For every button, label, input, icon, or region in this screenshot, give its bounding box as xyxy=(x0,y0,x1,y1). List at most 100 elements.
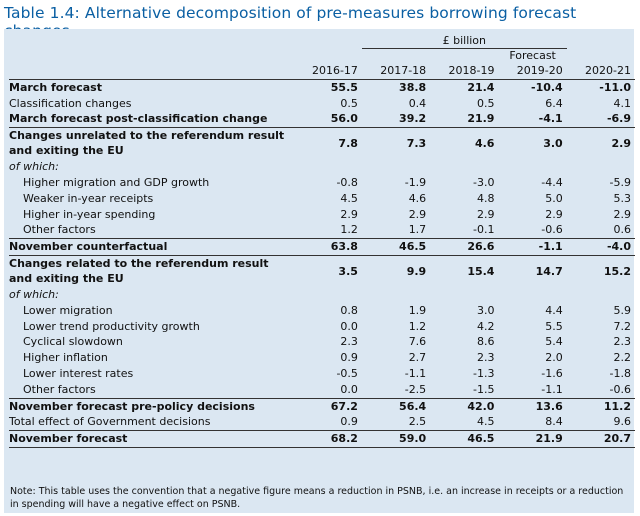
row-label: November forecast pre-policy decisions xyxy=(9,399,255,413)
row-label: Changes unrelated to the referendum resu… xyxy=(9,129,285,158)
table-row: Weaker in-year receipts 4.5 4.6 4.8 5.0 … xyxy=(9,191,635,207)
cell: 0.0 xyxy=(340,319,358,333)
cell: -0.8 xyxy=(336,175,358,189)
row-label: Higher in-year spending xyxy=(23,207,156,221)
cell: 2.9 xyxy=(476,207,495,221)
cell: 2.9 xyxy=(613,207,632,221)
cell: 5.5 xyxy=(545,319,563,333)
cell: 21.4 xyxy=(467,80,495,94)
cell: -4.1 xyxy=(498,111,567,129)
cell: 1.9 xyxy=(408,303,427,317)
cell: -1.8 xyxy=(609,366,631,380)
cell: 2.9 xyxy=(545,207,563,221)
cell: 14.7 xyxy=(535,264,563,278)
cell: -1.3 xyxy=(472,366,495,380)
cell: 2.7 xyxy=(408,351,427,365)
cell: 67.2 xyxy=(330,399,358,413)
table-row: Lower trend productivity growth 0.0 1.2 … xyxy=(9,319,635,335)
cell: 2.9 xyxy=(408,207,427,221)
table-row: Changes related to the referendum result… xyxy=(9,255,635,287)
cell: 2.0 xyxy=(545,351,563,365)
cell: -11.0 xyxy=(599,80,631,94)
year-header-row: 2016-17 2017-18 2018-19 2019-20 2020-21 xyxy=(9,63,635,80)
cell: 39.2 xyxy=(361,111,431,129)
row-label: of which: xyxy=(9,160,59,174)
cell: 59.0 xyxy=(361,430,431,448)
cell: 5.4 xyxy=(545,335,563,349)
row-label: Classification changes xyxy=(9,96,132,110)
row-label: March forecast xyxy=(9,80,102,94)
cell: 21.9 xyxy=(430,111,499,129)
year-header: 2020-21 xyxy=(566,63,635,80)
cell: 38.8 xyxy=(399,80,427,94)
cell: -0.5 xyxy=(336,366,358,380)
row-label: Lower migration xyxy=(23,303,113,317)
table-row: Higher migration and GDP growth -0.8 -1.… xyxy=(9,175,635,191)
unit-label: £ billion xyxy=(361,34,567,49)
cell: 1.7 xyxy=(361,222,431,240)
cell: -6.9 xyxy=(566,111,635,129)
row-label: Lower interest rates xyxy=(23,366,134,380)
cell: 4.8 xyxy=(476,191,495,205)
table-row: March forecast 55.5 38.8 21.4 -10.4 -11.… xyxy=(9,79,635,95)
cell: 1.2 xyxy=(293,222,362,240)
cell: 0.4 xyxy=(408,96,427,110)
cell: 20.7 xyxy=(566,430,635,448)
cell: 2.3 xyxy=(613,335,632,349)
cell: 4.4 xyxy=(545,303,563,317)
cell: 4.6 xyxy=(408,191,427,205)
cell: 8.6 xyxy=(476,335,495,349)
cell: -2.5 xyxy=(361,381,431,399)
cell: 0.0 xyxy=(293,381,362,399)
cell: 68.2 xyxy=(293,430,362,448)
cell: 3.5 xyxy=(338,264,358,278)
cell: 15.4 xyxy=(467,264,495,278)
row-label: Weaker in-year receipts xyxy=(23,191,154,205)
row-label: Changes related to the referendum result… xyxy=(9,256,269,285)
cell: 4.1 xyxy=(613,96,632,110)
cell: 9.6 xyxy=(566,414,635,432)
cell: -1.1 xyxy=(498,381,567,399)
table-row: Lower migration 0.8 1.9 3.0 4.4 5.9 xyxy=(9,303,635,319)
cell: 2.3 xyxy=(476,351,495,365)
cell: 7.2 xyxy=(613,319,632,333)
header-forecast-row: Forecast xyxy=(9,49,635,64)
cell: -5.9 xyxy=(609,175,631,189)
cell: -0.1 xyxy=(430,222,499,240)
cell: 7.6 xyxy=(408,335,427,349)
table-row: of which: xyxy=(9,287,635,303)
cell: 15.2 xyxy=(603,264,631,278)
cell: 63.8 xyxy=(293,238,362,256)
table-row: Changes unrelated to the referendum resu… xyxy=(9,128,635,160)
cell: 4.5 xyxy=(340,191,358,205)
cell: -0.6 xyxy=(498,222,567,240)
cell: 0.8 xyxy=(340,303,358,317)
cell: 1.2 xyxy=(408,319,427,333)
borrowing-table: £ billion Forecast 2016-17 2017-18 2018-… xyxy=(9,34,635,448)
cell: 11.2 xyxy=(603,399,631,413)
table-note: Note: This table uses the convention tha… xyxy=(10,486,624,510)
cell: -1.6 xyxy=(541,366,563,380)
cell: -1.9 xyxy=(404,175,427,189)
cell: 5.3 xyxy=(613,191,632,205)
year-header: 2017-18 xyxy=(361,63,431,80)
cell: -4.4 xyxy=(541,175,563,189)
forecast-label: Forecast xyxy=(509,49,556,62)
cell: 3.0 xyxy=(543,137,563,151)
row-label: of which: xyxy=(9,287,59,301)
row-label: Total effect of Government decisions xyxy=(9,414,294,432)
header-unit-row: £ billion xyxy=(9,34,635,49)
cell: 46.5 xyxy=(361,238,431,256)
cell: 21.9 xyxy=(498,430,567,448)
cell: -0.6 xyxy=(566,381,635,399)
year-header: 2019-20 xyxy=(498,63,567,80)
cell: 4.6 xyxy=(474,137,495,151)
table-row: Total effect of Government decisions 0.9… xyxy=(9,414,635,432)
cell: 6.4 xyxy=(545,96,563,110)
cell: 0.6 xyxy=(566,222,635,240)
cell: 2.5 xyxy=(361,414,431,432)
row-label: November forecast xyxy=(9,430,294,448)
cell: 4.5 xyxy=(430,414,499,432)
cell: -4.0 xyxy=(566,238,635,256)
